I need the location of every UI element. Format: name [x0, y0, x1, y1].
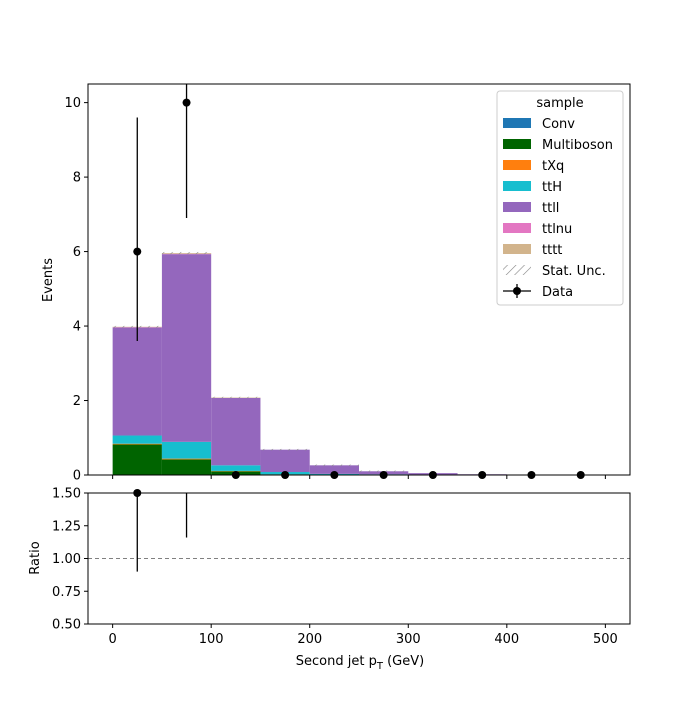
ratio-content: [88, 489, 630, 572]
data-point-0: [133, 248, 141, 256]
y-tick-label-10: 10: [64, 96, 81, 111]
y-tick-label-0: 0: [73, 469, 81, 484]
x-tick-label-300: 300: [396, 632, 421, 647]
stat-unc-bin-3: [260, 449, 309, 450]
bar-ttll-bin-3: [260, 450, 309, 472]
ratio-plot-frame: [88, 493, 630, 624]
data-point-1: [183, 99, 191, 107]
ratio-y-tick-label-2: 1.00: [52, 552, 81, 567]
legend-swatch-tth: [503, 181, 531, 191]
y-tick-label-2: 2: [73, 394, 81, 409]
y-tick-label-6: 6: [73, 245, 81, 260]
y-tick-label-4: 4: [73, 320, 81, 335]
legend-swatch-ttll: [503, 202, 531, 212]
ratio-x-axis: 0 100 200 300 400 500: [108, 624, 617, 647]
legend-label-multiboson: Multiboson: [542, 138, 613, 153]
bar-txq-bin-1: [162, 459, 211, 460]
bar-ttll-bin-1: [162, 254, 211, 442]
y-axis-label: Events: [41, 258, 56, 302]
x-tick-label-100: 100: [199, 632, 224, 647]
x-tick-label-400: 400: [494, 632, 519, 647]
legend-label-data: Data: [542, 285, 573, 300]
bar-tth-bin-0: [113, 436, 162, 444]
bar-multiboson-bin-0: [113, 444, 162, 475]
bar-tth-bin-1: [162, 442, 211, 459]
bar-txq-bin-0: [113, 444, 162, 445]
stat-unc-bin-1: [162, 252, 211, 254]
main-y-axis: 0 2 4 6 8 10: [64, 96, 88, 483]
ratio-y-tick-label-1: 0.75: [52, 585, 81, 600]
bar-multiboson-bin-1: [162, 459, 211, 475]
legend-label-stat-unc: Stat. Unc.: [542, 264, 606, 279]
legend-label-tth: ttH: [542, 180, 562, 195]
legend-swatch-conv: [503, 118, 531, 128]
legend-swatch-txq: [503, 160, 531, 170]
legend-swatch-stat-unc: [503, 265, 531, 275]
legend-label-ttll: ttll: [542, 201, 559, 216]
legend-swatch-multiboson: [503, 139, 531, 149]
x-tick-label-0: 0: [108, 632, 116, 647]
legend-swatch-ttlnu: [503, 223, 531, 233]
legend-label-txq: tXq: [542, 159, 564, 174]
y-tick-label-8: 8: [73, 171, 81, 186]
ratio-y-tick-label-3: 1.25: [52, 519, 81, 534]
x-tick-label-500: 500: [593, 632, 618, 647]
legend: sample Conv Multiboson tXq ttH ttll ttlnu tttt…: [497, 91, 623, 305]
ratio-y-axis-label: Ratio: [28, 541, 43, 574]
legend-label-tttt: tttt: [542, 243, 562, 258]
legend-swatch-data-marker: [513, 287, 521, 295]
legend-label-ttlnu: ttlnu: [542, 222, 572, 237]
x-tick-label-200: 200: [297, 632, 322, 647]
bar-ttll-bin-2: [211, 398, 260, 465]
legend-title: sample: [536, 96, 583, 111]
legend-label-conv: Conv: [542, 117, 575, 132]
x-axis-label: Second jet pT (GeV): [296, 654, 424, 672]
stat-unc-bin-4: [310, 465, 359, 466]
ratio-y-tick-label-4: 1.50: [52, 487, 81, 502]
legend-swatch-tttt: [503, 244, 531, 254]
stat-unc-bin-2: [211, 397, 260, 398]
bar-tth-bin-2: [211, 465, 260, 471]
ratio-y-tick-label-0: 0.50: [52, 618, 81, 633]
ratio-y-axis: 0.50 0.75 1.00 1.25 1.50: [52, 487, 88, 633]
bar-ttll-bin-0: [113, 328, 162, 436]
